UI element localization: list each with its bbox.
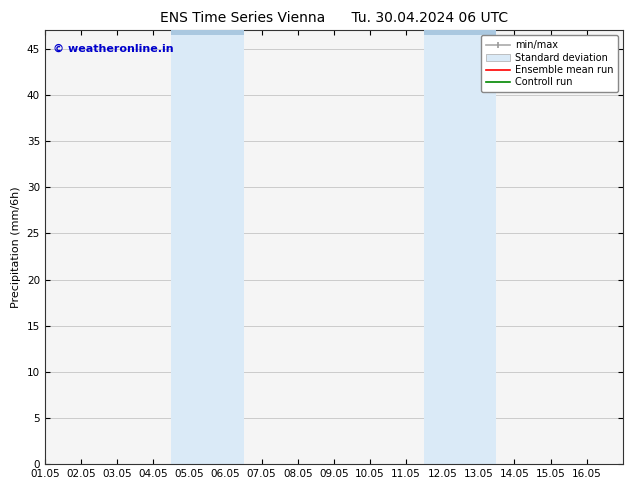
Y-axis label: Precipitation (mm/6h): Precipitation (mm/6h) xyxy=(11,186,21,308)
Bar xyxy=(424,30,496,464)
Bar xyxy=(171,30,243,464)
Legend: min/max, Standard deviation, Ensemble mean run, Controll run: min/max, Standard deviation, Ensemble me… xyxy=(481,35,618,92)
Title: ENS Time Series Vienna      Tu. 30.04.2024 06 UTC: ENS Time Series Vienna Tu. 30.04.2024 06… xyxy=(160,11,508,25)
Text: © weatheronline.in: © weatheronline.in xyxy=(53,44,174,53)
